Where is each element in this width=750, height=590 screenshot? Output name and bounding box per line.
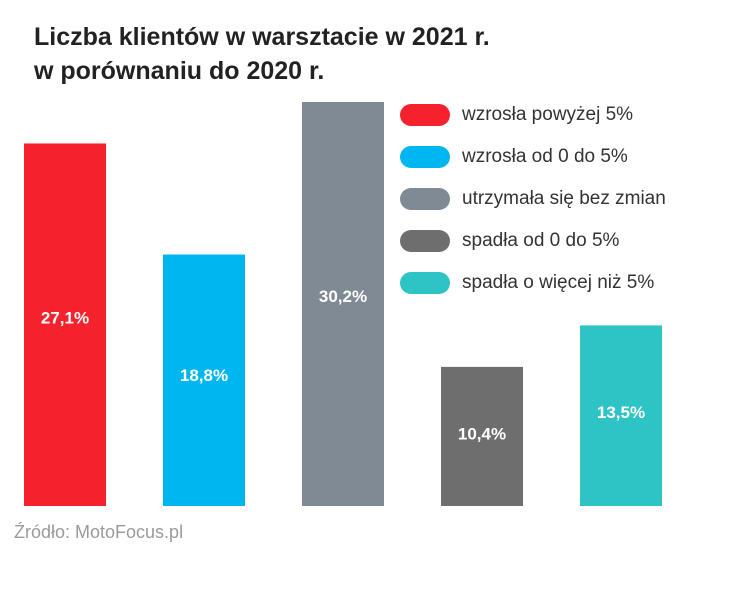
legend-label: wzrosła powyżej 5% bbox=[462, 104, 634, 125]
legend-item-4: spadła od 0 do 5% bbox=[400, 230, 666, 252]
bar-value-label-3: 30,2% bbox=[319, 287, 367, 306]
source-note: Źródło: MotoFocus.pl bbox=[14, 522, 184, 542]
legend-swatch bbox=[400, 272, 450, 294]
bar-value-label-4: 10,4% bbox=[458, 425, 506, 444]
bar-value-label-2: 18,8% bbox=[180, 366, 228, 385]
legend-item-1: wzrosła powyżej 5% bbox=[400, 104, 666, 126]
legend-item-3: utrzymała się bez zmian bbox=[400, 188, 666, 210]
legend-swatch bbox=[400, 188, 450, 210]
chart-title-line-1: Liczba klientów w warsztacie w 2021 r. bbox=[34, 23, 490, 51]
chart-legend: wzrosła powyżej 5% wzrosła od 0 do 5% utrz… bbox=[400, 104, 666, 315]
legend-label: spadła o więcej niż 5% bbox=[462, 272, 655, 293]
legend-swatch bbox=[400, 104, 450, 126]
legend-label: wzrosła od 0 do 5% bbox=[462, 146, 628, 167]
bar-1 bbox=[24, 143, 106, 506]
bar-5 bbox=[580, 325, 662, 506]
legend-label: utrzymała się bez zmian bbox=[462, 188, 666, 209]
legend-swatch bbox=[400, 146, 450, 168]
legend-label: spadła od 0 do 5% bbox=[462, 230, 620, 251]
legend-item-5: spadła o więcej niż 5% bbox=[400, 272, 666, 294]
legend-swatch bbox=[400, 230, 450, 252]
bar-4 bbox=[441, 366, 523, 506]
chart-title: Liczba klientów w warsztacie w 2021 r. w… bbox=[34, 20, 490, 88]
bar-3 bbox=[302, 102, 384, 506]
legend-item-2: wzrosła od 0 do 5% bbox=[400, 146, 666, 168]
bar-value-label-5: 13,5% bbox=[597, 403, 645, 422]
bar-2 bbox=[163, 254, 245, 506]
bar-value-label-1: 27,1% bbox=[41, 308, 89, 327]
chart-title-line-2: w porównaniu do 2020 r. bbox=[34, 57, 325, 85]
